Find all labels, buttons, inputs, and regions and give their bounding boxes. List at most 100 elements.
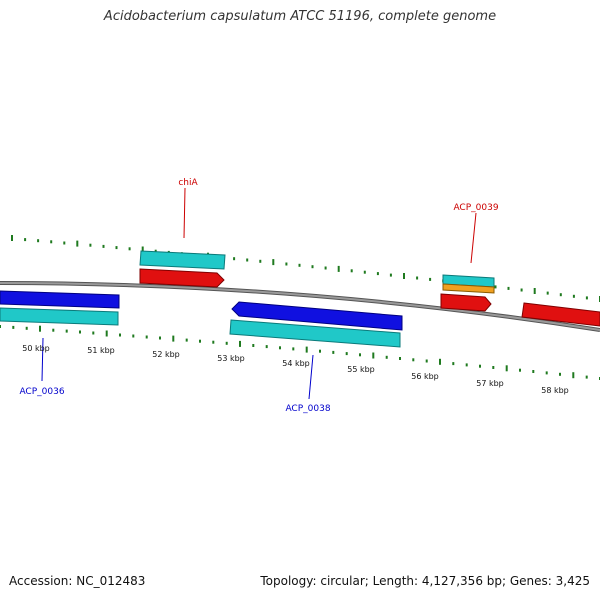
minor-tick-dot — [385, 355, 388, 359]
minor-tick-dot — [399, 357, 401, 360]
minor-tick-dot — [259, 259, 262, 263]
minor-tick-dot — [298, 263, 301, 267]
minor-tick-dot — [311, 265, 314, 269]
tick-label-56kbp: 56 kbp — [411, 372, 439, 381]
tick-label-51kbp: 51 kbp — [87, 346, 115, 355]
ACP_0036-cds-bar — [0, 290, 120, 309]
ACP_0038-cds-arrow — [231, 301, 403, 331]
minor-tick-dot — [363, 270, 366, 274]
minor-tick-dot — [324, 266, 327, 270]
minor-tick-dot — [429, 277, 432, 281]
feature-ACP_0039[interactable] — [440, 274, 495, 312]
ACP_0039-rna-bar — [442, 283, 495, 294]
major-tick-mark — [372, 352, 375, 359]
minor-tick-dot — [252, 344, 255, 347]
minor-tick-dot — [159, 336, 161, 340]
minor-tick-dot — [416, 276, 419, 280]
gene-label-ACP_0039[interactable]: ACP_0039 — [453, 203, 498, 213]
minor-tick-dot — [389, 273, 392, 277]
major-tick-mark — [403, 273, 405, 279]
minor-tick-dot — [545, 371, 548, 375]
forward-tick-dots — [11, 235, 600, 302]
minor-tick-dot — [265, 345, 268, 349]
ACP_0038-gene-bar — [229, 319, 401, 348]
minor-tick-dot — [24, 238, 27, 242]
minor-tick-dot — [233, 257, 236, 261]
feature-ACP_0036[interactable] — [0, 290, 120, 326]
minor-tick-dot — [425, 359, 428, 363]
tick-label-55kbp: 55 kbp — [347, 365, 375, 374]
genome-stats-text: Topology: circular; Length: 4,127,356 bp… — [260, 574, 590, 588]
minor-tick-dot — [359, 353, 361, 357]
major-tick-mark — [172, 335, 175, 342]
tick-label-58kbp: 58 kbp — [541, 386, 569, 395]
minor-tick-dot — [185, 338, 188, 342]
minor-tick-dot — [25, 326, 28, 330]
major-tick-mark — [572, 372, 575, 379]
ACP_0039-leader-line — [470, 212, 477, 264]
minor-tick-dot — [199, 339, 201, 343]
minor-tick-dot — [532, 370, 535, 373]
minor-tick-dot — [332, 350, 335, 354]
major-tick-mark — [505, 365, 508, 372]
minor-tick-dot — [115, 246, 118, 250]
minor-tick-dot — [102, 244, 105, 248]
minor-tick-dot — [559, 293, 562, 297]
minor-tick-dot — [50, 240, 53, 244]
ACP_0039-cds-arrow — [440, 293, 492, 312]
minor-tick-dot — [145, 335, 148, 339]
gene-label-chiA[interactable]: chiA — [178, 178, 198, 188]
tick-label-50kbp: 50 kbp — [22, 344, 50, 353]
chiA-cds-arrow — [139, 268, 225, 288]
chiA-leader-line — [183, 187, 186, 239]
minor-tick-dot — [350, 269, 353, 273]
minor-tick-dot — [119, 333, 121, 337]
accession-text: Accession: NC_012483 — [9, 574, 146, 588]
major-tick-mark — [11, 235, 13, 241]
minor-tick-dot — [92, 331, 95, 335]
minor-tick-dot — [319, 349, 321, 353]
minor-tick-dot — [212, 340, 215, 344]
chiA-gene-bar — [139, 250, 226, 270]
minor-tick-dot — [492, 366, 495, 369]
major-tick-mark — [305, 346, 308, 353]
tick-label-52kbp: 52 kbp — [152, 350, 180, 359]
feature-right-edge-cds[interactable] — [521, 302, 600, 327]
gene-label-ACP_0038[interactable]: ACP_0038 — [285, 404, 330, 414]
minor-tick-dot — [128, 247, 131, 251]
ACP_0038-leader-line — [308, 354, 314, 400]
minor-tick-dot — [345, 352, 348, 356]
gene-label-ACP_0036[interactable]: ACP_0036 — [19, 387, 64, 397]
minor-tick-dot — [37, 239, 40, 243]
minor-tick-dot — [519, 368, 521, 372]
minor-tick-dot — [465, 363, 468, 367]
feature-chiA[interactable] — [139, 250, 226, 288]
minor-tick-dot — [12, 325, 15, 329]
ACP_0036-gene-bar — [0, 307, 119, 326]
tick-label-57kbp: 57 kbp — [476, 379, 504, 388]
minor-tick-dot — [412, 358, 415, 362]
minor-tick-dot — [225, 341, 228, 345]
minor-tick-dot — [79, 330, 81, 334]
major-tick-mark — [141, 246, 144, 253]
major-tick-mark — [239, 340, 241, 347]
major-tick-mark — [39, 325, 41, 332]
minor-tick-dot — [279, 346, 281, 350]
minor-tick-dot — [89, 243, 92, 247]
minor-tick-dot — [285, 262, 288, 266]
minor-tick-dot — [585, 296, 588, 300]
major-tick-mark — [272, 259, 275, 266]
minor-tick-dot — [132, 334, 135, 338]
minor-tick-dot — [65, 329, 68, 333]
minor-tick-dot — [546, 291, 549, 295]
right-edge-cds-bar — [521, 302, 600, 327]
major-tick-mark — [533, 288, 536, 294]
minor-tick-dot — [507, 286, 510, 290]
minor-tick-dot — [246, 258, 249, 262]
feature-ACP_0038[interactable] — [229, 301, 403, 348]
minor-tick-dot — [52, 328, 55, 332]
minor-tick-dot — [520, 288, 523, 292]
minor-tick-dot — [292, 347, 295, 351]
minor-tick-dot — [452, 362, 455, 366]
